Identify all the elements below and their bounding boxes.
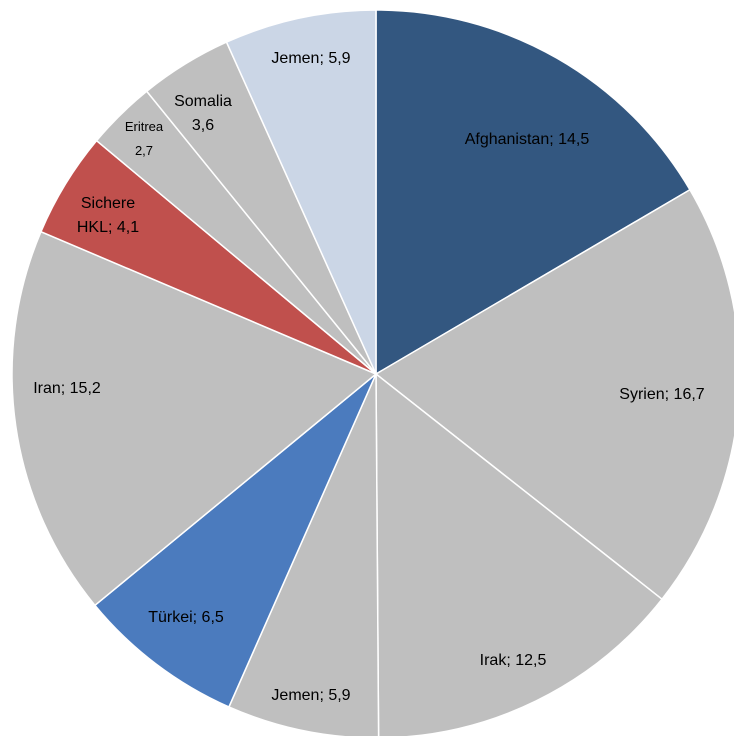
- pie-labels: Afghanistan; 14,5 Syrien; 16,7 Irak; 12,5 J…: [33, 50, 705, 704]
- pie-slice-1: [375, 9, 691, 376]
- data-label-8: Eritrea 2,7: [125, 119, 164, 158]
- data-label-6: Iran; 15,2: [33, 380, 101, 397]
- pie-slice-2: [374, 188, 734, 601]
- data-label-7: Sichere HKL; 4,1: [77, 195, 139, 236]
- data-label-2: Syrien; 16,7: [619, 386, 704, 403]
- data-label-3: Irak; 12,5: [480, 652, 547, 669]
- pie-slice-3: [375, 372, 664, 736]
- data-label-9: Somalia 3,6: [174, 93, 232, 134]
- pie-slice-4: [227, 373, 380, 736]
- data-label-1: Afghanistan; 14,5: [465, 131, 590, 148]
- pie-slice-6: [11, 230, 378, 607]
- data-label-10: Jemen; 5,9: [271, 50, 350, 67]
- pie-slices: [11, 9, 734, 736]
- data-label-5: Türkei; 6,5: [148, 609, 224, 626]
- data-label-4: Jemen; 5,9: [271, 687, 350, 704]
- pie-slice-5: [93, 373, 377, 708]
- pie-slice-10: [225, 9, 377, 375]
